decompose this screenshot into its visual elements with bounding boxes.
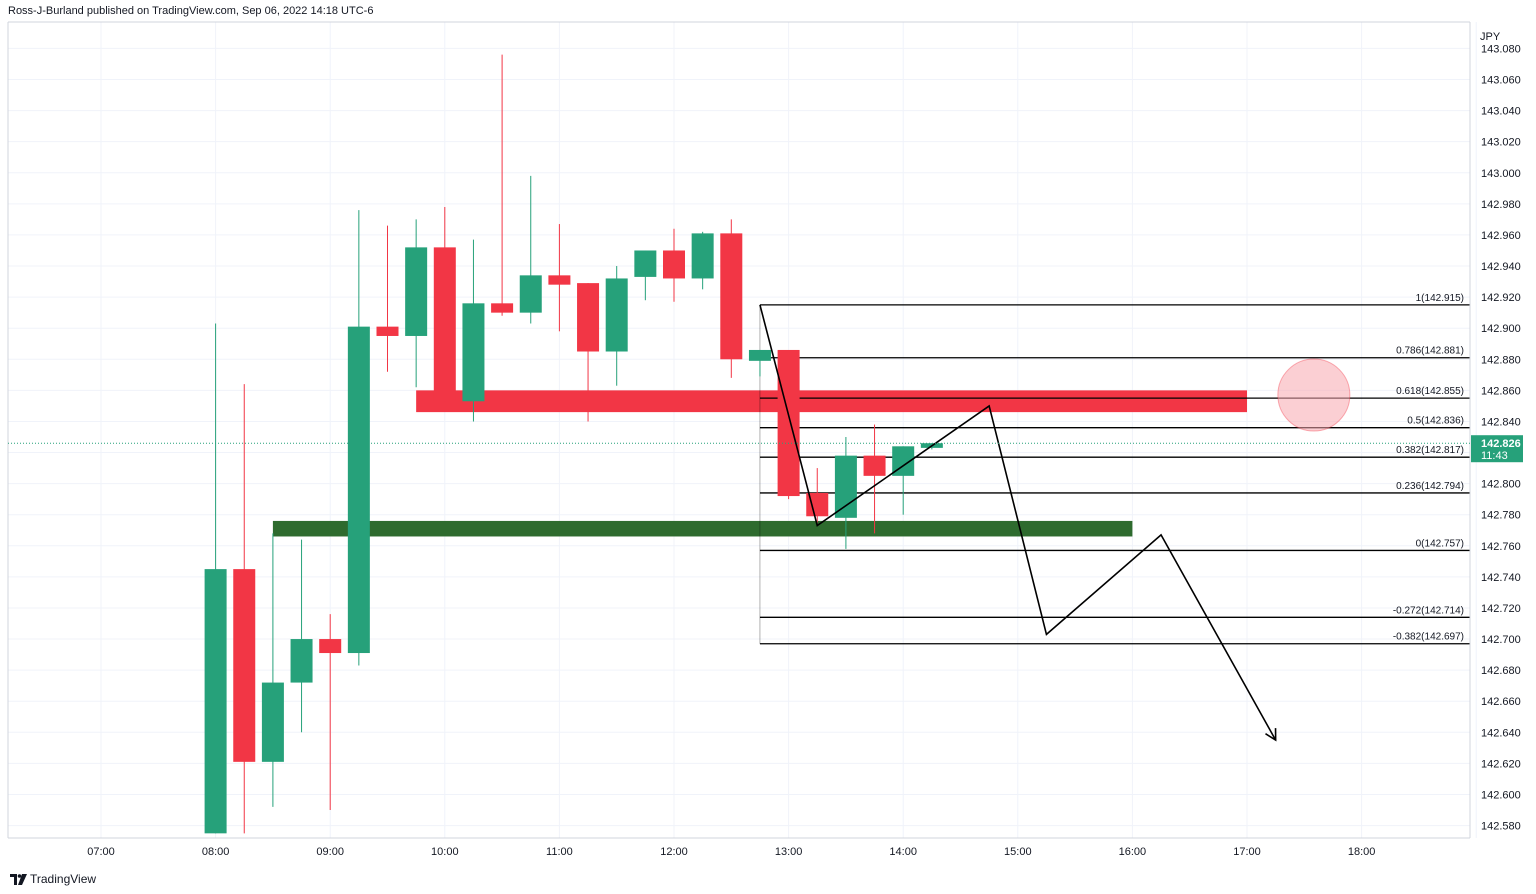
price-tick-label: 142.880 — [1481, 354, 1521, 366]
publish-info: Ross-J-Burland published on TradingView.… — [8, 5, 374, 17]
time-tick-label: 16:00 — [1119, 846, 1147, 858]
candle-body — [663, 250, 685, 279]
price-tick-label: 142.940 — [1481, 261, 1521, 273]
price-tick-label: 142.660 — [1481, 696, 1521, 708]
candle-body — [290, 639, 313, 683]
projection-line — [759, 304, 1277, 741]
candlestick-series — [204, 54, 943, 834]
projection-path[interactable] — [759, 304, 1277, 742]
fib-level-label: 0(142.757) — [1416, 538, 1464, 549]
candle-body — [863, 455, 886, 476]
candle-body — [433, 247, 456, 402]
axes: JPY — [7, 21, 1501, 839]
grid-lines — [8, 22, 1477, 838]
candle-body — [806, 492, 829, 517]
time-tick-label: 17:00 — [1233, 846, 1261, 858]
price-tick-label: 142.780 — [1481, 510, 1521, 522]
time-tick-label: 14:00 — [889, 846, 917, 858]
time-tick-label: 18:00 — [1348, 846, 1376, 858]
price-tick-label: 143.060 — [1481, 75, 1521, 87]
candle-body — [748, 349, 771, 361]
time-axis-ticks: 07:00 08:00 09:00 10:00 11:00 12:00 13:00 14:00… — [87, 846, 1375, 858]
price-tick-label: 142.740 — [1481, 572, 1521, 584]
candle-body — [691, 233, 714, 279]
price-tick-label: 142.920 — [1481, 292, 1521, 304]
time-tick-label: 08:00 — [202, 846, 230, 858]
highlight-circle — [1277, 358, 1351, 432]
last-price-badge — [1471, 435, 1523, 463]
price-tick-label: 142.720 — [1481, 603, 1521, 615]
price-tick-label: 142.760 — [1481, 541, 1521, 553]
candle-body — [634, 250, 657, 277]
fib-level-label: 0.382(142.817) — [1396, 445, 1464, 456]
time-tick-label: 07:00 — [87, 846, 115, 858]
price-tick-label: 142.800 — [1481, 479, 1521, 491]
price-chart[interactable]: 1(142.915) 0.786(142.881) 0.618(142.855) 0.… — [0, 0, 1536, 870]
price-axis-ticks: 142.580 142.600 142.620 142.640 142.660 142.6… — [1481, 43, 1521, 832]
candle-body — [605, 278, 628, 352]
candle-body — [491, 303, 514, 313]
candle-body — [319, 639, 342, 654]
price-tick-label: 143.020 — [1481, 137, 1521, 149]
fib-level-label: 1(142.915) — [1416, 293, 1464, 304]
time-tick-label: 15:00 — [1004, 846, 1032, 858]
fib-level-label: -0.382(142.697) — [1393, 632, 1464, 643]
price-tick-label: 142.680 — [1481, 665, 1521, 677]
time-tick-label: 11:00 — [546, 846, 573, 858]
candle-body — [777, 349, 800, 497]
tradingview-logo-icon — [10, 873, 27, 885]
candle-body — [347, 326, 370, 654]
price-tick-label: 142.580 — [1481, 821, 1521, 833]
price-tick-label: 143.080 — [1481, 43, 1521, 55]
fib-level-label: 0.786(142.881) — [1396, 346, 1464, 357]
candle-body — [577, 283, 600, 352]
candle-body — [405, 247, 428, 336]
footer-brand: TradingView — [10, 871, 96, 887]
price-tick-label: 142.900 — [1481, 323, 1521, 335]
highlight-marker — [1277, 358, 1351, 432]
price-zones — [272, 390, 1247, 537]
fib-level-label: -0.272(142.714) — [1393, 605, 1464, 616]
price-tick-label: 142.620 — [1481, 758, 1521, 770]
price-tick-label: 143.000 — [1481, 168, 1521, 180]
time-tick-label: 13:00 — [775, 846, 803, 858]
candle-body — [892, 446, 915, 476]
candle-body — [233, 569, 256, 762]
price-tick-label: 142.960 — [1481, 230, 1521, 242]
price-tick-label: 143.040 — [1481, 106, 1521, 118]
last-price-countdown: 11:43 — [1481, 450, 1508, 462]
price-tick-label: 142.640 — [1481, 727, 1521, 739]
candle-body — [204, 569, 227, 834]
footer-brand-text: TradingView — [30, 872, 97, 886]
candle-body — [261, 682, 284, 762]
time-tick-label: 09:00 — [316, 846, 344, 858]
candle-body — [720, 233, 743, 360]
time-tick-label: 12:00 — [660, 846, 688, 858]
price-tick-label: 142.700 — [1481, 634, 1521, 646]
projection-arrowhead — [1265, 728, 1277, 742]
resistance-zone — [416, 390, 1247, 413]
price-tick-label: 142.600 — [1481, 789, 1521, 801]
candle-body — [462, 303, 485, 402]
candle-body — [834, 455, 857, 518]
price-tick-label: 142.980 — [1481, 199, 1521, 211]
price-tick-label: 142.840 — [1481, 416, 1521, 428]
candle-body — [548, 275, 571, 285]
fib-level-label: 0.618(142.855) — [1396, 386, 1464, 397]
candle-body — [519, 275, 542, 313]
fib-level-label: 0.5(142.836) — [1407, 416, 1464, 427]
candle-body — [376, 326, 399, 336]
fib-level-label: 0.236(142.794) — [1396, 481, 1464, 492]
time-tick-label: 10:00 — [431, 846, 459, 858]
currency-label: JPY — [1480, 31, 1501, 43]
price-tick-label: 142.860 — [1481, 385, 1521, 397]
last-price-value: 142.826 — [1481, 438, 1521, 450]
support-zone — [272, 520, 1133, 537]
